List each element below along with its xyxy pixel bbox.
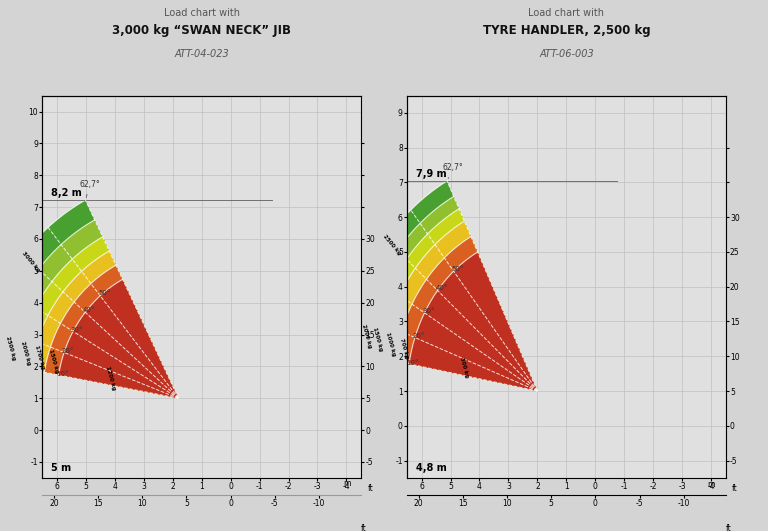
Text: 2500 kg: 2500 kg [382, 234, 402, 256]
Text: 1500 kg: 1500 kg [372, 327, 383, 353]
Polygon shape [343, 181, 538, 391]
Text: Load chart with: Load chart with [164, 8, 240, 18]
Text: 2000 kg: 2000 kg [20, 341, 31, 366]
Text: 1500 kg: 1500 kg [48, 349, 59, 374]
Text: 20°: 20° [61, 348, 74, 354]
Text: 30°: 30° [422, 308, 435, 314]
Text: 40°: 40° [83, 307, 95, 313]
Polygon shape [16, 237, 178, 398]
Text: 62,7°: 62,7° [442, 164, 463, 178]
Text: ft: ft [361, 524, 366, 531]
Text: m: m [343, 479, 350, 489]
Text: 62,7°: 62,7° [80, 180, 101, 198]
Text: 10°: 10° [406, 360, 419, 366]
Polygon shape [30, 251, 178, 398]
Text: TYRE HANDLER, 2,500 kg: TYRE HANDLER, 2,500 kg [482, 24, 650, 37]
Polygon shape [395, 237, 538, 391]
Polygon shape [0, 220, 178, 398]
Text: 1000 kg: 1000 kg [385, 331, 396, 356]
Text: 30°: 30° [71, 327, 83, 333]
Text: ATT-06-003: ATT-06-003 [539, 49, 594, 59]
Polygon shape [369, 209, 538, 391]
Polygon shape [0, 200, 178, 398]
Text: 50°: 50° [452, 266, 464, 271]
Text: 50°: 50° [98, 290, 111, 296]
Polygon shape [45, 265, 178, 398]
Text: Load chart with: Load chart with [528, 8, 604, 18]
Text: 1200 kg: 1200 kg [104, 366, 116, 391]
Text: ft: ft [367, 484, 373, 493]
Text: ft: ft [726, 524, 731, 531]
Text: 2500 kg: 2500 kg [5, 336, 16, 362]
Polygon shape [409, 252, 538, 391]
Polygon shape [58, 279, 178, 398]
Text: 10°: 10° [56, 372, 68, 378]
Text: 700 kg: 700 kg [399, 338, 409, 359]
Text: ATT-04-023: ATT-04-023 [174, 49, 229, 59]
Polygon shape [358, 196, 538, 391]
Text: 1700 kg: 1700 kg [35, 345, 45, 370]
Text: 5 m: 5 m [51, 463, 71, 473]
Text: 3000 kg: 3000 kg [21, 251, 41, 273]
Text: 8,2 m: 8,2 m [51, 189, 81, 199]
Text: 20°: 20° [412, 333, 425, 339]
Text: 2000 kg: 2000 kg [361, 323, 372, 349]
Polygon shape [380, 221, 538, 391]
Text: ft: ft [732, 484, 738, 493]
Text: 40°: 40° [435, 285, 448, 291]
Text: m: m [707, 479, 715, 489]
Text: 3,000 kg “SWAN NECK” JIB: 3,000 kg “SWAN NECK” JIB [112, 24, 291, 37]
Text: 7,9 m: 7,9 m [415, 169, 446, 179]
Text: 300 kg: 300 kg [459, 357, 469, 378]
Text: 4,8 m: 4,8 m [415, 463, 446, 473]
